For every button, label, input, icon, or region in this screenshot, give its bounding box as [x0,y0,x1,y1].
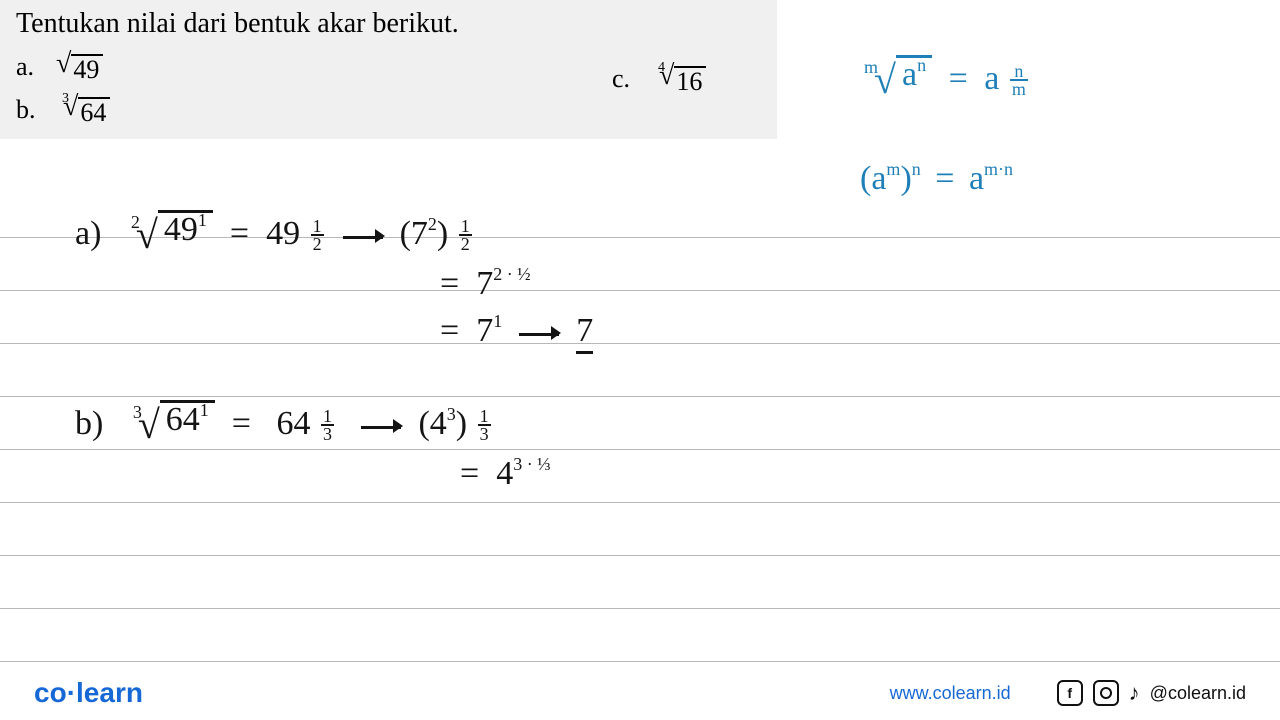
formula-pow-base: a [871,160,886,197]
tiktok-icon: ♪ [1129,682,1140,704]
paren-open: ( [400,215,411,252]
radical-icon: √ [56,50,71,78]
item-a-label: a. [16,52,56,82]
sqrt-c: 4 √ 16 [652,62,706,97]
formula-eq2: = [935,160,954,197]
formula-pow-rhs-base: a [969,160,984,197]
work-b-base2: 4 [430,405,447,442]
sqrt-arg-c: 16 [674,66,706,97]
facebook-icon: f [1057,680,1083,706]
problem-item-b: b. 3 √ 64 [16,93,761,128]
sqrt-a: √ 49 [56,50,103,85]
paren-close: ) [456,405,467,442]
work-b-l2-exp: 3 · ⅓ [513,454,551,474]
formula-root-index: m [864,57,878,78]
logo-dot: · [67,677,76,708]
item-c-label: c. [612,64,652,94]
work-a-line1: a) 2 √ 491 = 49 1 2 (72) 1 2 [75,210,474,264]
paren-close: ) [900,160,911,197]
work-a-line3: = 71 7 [440,312,593,350]
work-a-base2: 7 [411,215,428,252]
work-b-root-arg-exp: 1 [200,400,209,420]
footer-right: www.colearn.id f ♪ @colearn.id [890,680,1246,706]
formula-rhs-frac: n m [1010,63,1028,97]
work-a-line2: = 72 · ½ [440,265,531,303]
sqrt-arg-b: 64 [78,97,110,128]
item-b-label: b. [16,95,56,125]
work-a-root-idx: 2 [131,212,140,233]
work-a-outer-exp: 1 2 [459,218,472,252]
formula-pow-rhs-exp: m·n [984,159,1013,179]
work-a-l3-exp: 1 [493,311,502,331]
sqrt-b: 3 √ 64 [56,93,110,128]
root-index-c: 4 [658,60,665,76]
work-a-base2-exp: 2 [428,214,437,234]
work-a-base1: 49 [266,215,300,252]
work-a-l2-exp: 2 · ½ [493,264,531,284]
work-b-base2-exp: 3 [447,404,456,424]
work-b-l2-base: 4 [496,455,513,492]
footer-handle: @colearn.id [1150,683,1246,704]
work-a-label: a) [75,215,101,252]
work-b-line2: = 43 · ⅓ [460,455,551,493]
logo-part1: co [34,677,67,708]
work-b-outer-exp: 1 3 [478,408,491,442]
paren-open: ( [860,160,871,197]
instagram-icon [1093,680,1119,706]
arrow-icon [519,332,559,334]
logo: co·learn [34,677,143,709]
footer-url: www.colearn.id [890,683,1011,704]
formula-pow-exp1: m [886,159,900,179]
eq: = [460,455,479,492]
formula-power: (am)n = am·n [860,160,1013,198]
work-a-final: 7 [576,312,593,354]
work-a-l3-base: 7 [476,312,493,349]
formula-eq: = [949,60,968,97]
work-b-exp1: 1 3 [321,408,334,442]
arrow-icon [343,235,383,237]
problem-title: Tentukan nilai dari bentuk akar berikut. [16,8,761,40]
eq: = [440,265,459,302]
paren-open: ( [418,405,429,442]
eq: = [232,405,251,442]
eq: = [440,312,459,349]
problem-item-c: c. 4 √ 16 [612,62,706,97]
formula-pow-exp2: n [912,159,921,179]
root-index-b: 3 [62,91,69,107]
work-a-l2-base: 7 [476,265,493,302]
sqrt-arg-a: 49 [71,54,103,85]
work-b-base1: 64 [276,405,310,442]
formula-root-base: a [902,56,917,93]
formula-root: m √ an = a n m [860,55,1030,109]
formula-rhs-base: a [984,60,999,97]
work-b-line1: b) 3 √ 641 = 64 1 3 (43) 1 3 [75,400,493,454]
work-b-root-idx: 3 [133,402,142,423]
work-b-label: b) [75,405,103,442]
work-b-root-arg: 64 [166,401,200,438]
logo-part2: learn [76,677,143,708]
arrow-icon [361,425,401,427]
paren-close: ) [437,215,448,252]
work-a-exp1: 1 2 [311,218,324,252]
formula-root-exp: n [917,55,926,75]
work-a-root-arg: 49 [164,211,198,248]
footer: co·learn www.colearn.id f ♪ @colearn.id [0,666,1280,720]
work-a-root-arg-exp: 1 [198,210,207,230]
eq: = [230,215,249,252]
